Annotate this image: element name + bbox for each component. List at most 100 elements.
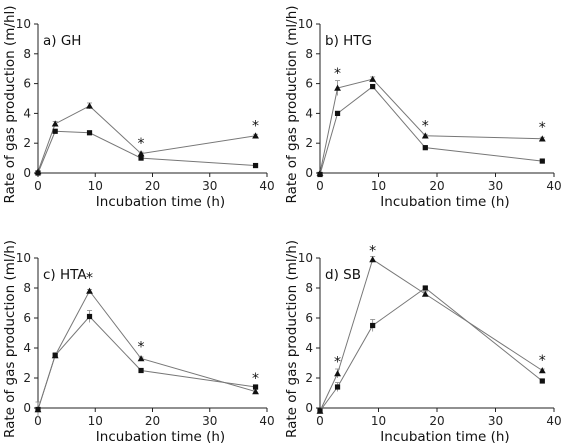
y-axis-title: Rate of gas production (ml/h) bbox=[2, 240, 18, 438]
x-tick-label: 30 bbox=[202, 414, 217, 428]
significance-asterisk: * bbox=[539, 120, 546, 136]
y-tick-label: 4 bbox=[23, 106, 31, 120]
data-point-square bbox=[334, 384, 341, 390]
data-point-triangle bbox=[137, 150, 145, 157]
data-point-square bbox=[334, 110, 341, 116]
data-point-square bbox=[539, 158, 545, 164]
chart-panel-4: 0 2 4 6 8 10 0 10 20 30 40 Incubation time (h) Rate … bbox=[284, 240, 562, 445]
data-point-square bbox=[138, 367, 144, 374]
data-point-square bbox=[138, 155, 144, 161]
panel-label: c) HTA bbox=[43, 267, 87, 283]
x-axis-title: Incubation time (h) bbox=[380, 429, 509, 445]
y-tick-label: 0 bbox=[23, 166, 31, 180]
x-tick-label: 10 bbox=[371, 179, 386, 193]
x-tick-label: 20 bbox=[429, 179, 444, 193]
y-tick-label: 6 bbox=[23, 311, 31, 325]
data-point-square bbox=[370, 322, 376, 329]
y-tick-label: 10 bbox=[16, 17, 31, 31]
y-tick-label: 8 bbox=[305, 281, 313, 295]
y-tick-label: 6 bbox=[305, 311, 313, 325]
x-axis-title: Incubation time (h) bbox=[380, 194, 509, 210]
y-tick-label: 6 bbox=[23, 77, 31, 91]
series-line-square bbox=[319, 85, 543, 175]
y-tick-label: 2 bbox=[23, 371, 31, 385]
panel-label: a) GH bbox=[43, 33, 81, 49]
y-tick-label: 8 bbox=[23, 47, 31, 61]
x-axis-title: Incubation time (h) bbox=[96, 429, 225, 445]
data-point-triangle bbox=[421, 290, 429, 297]
y-axis-title: Rate of gas production (ml/h) bbox=[284, 240, 300, 438]
data-point-triangle bbox=[421, 132, 429, 139]
y-tick-label: 4 bbox=[23, 341, 31, 355]
x-axis-title: Incubation time (h) bbox=[96, 194, 225, 210]
x-tick-label: 40 bbox=[546, 414, 561, 428]
y-tick-label: 6 bbox=[305, 77, 313, 91]
significance-asterisk: * bbox=[422, 118, 429, 134]
significance-asterisk: * bbox=[369, 244, 376, 260]
x-tick-label: 30 bbox=[488, 179, 503, 193]
x-tick-label: 0 bbox=[34, 414, 42, 428]
x-tick-label: 0 bbox=[316, 179, 324, 193]
x-tick-label: 0 bbox=[316, 414, 324, 428]
y-tick-label: 2 bbox=[23, 136, 31, 150]
y-tick-label: 4 bbox=[305, 106, 313, 120]
x-tick-label: 20 bbox=[429, 414, 444, 428]
data-point-triangle bbox=[86, 287, 93, 294]
chart-panel-2: 0 2 4 6 8 10 0 10 20 30 40 Incubation time (h) Rate … bbox=[284, 5, 562, 210]
data-point-square bbox=[86, 313, 93, 320]
series-line-triangle bbox=[319, 78, 543, 174]
x-tick-label: 10 bbox=[371, 414, 386, 428]
data-point-square bbox=[52, 128, 58, 134]
data-point-square bbox=[35, 170, 41, 176]
significance-asterisk: * bbox=[252, 371, 259, 387]
data-point-square bbox=[539, 378, 545, 384]
x-tick-label: 30 bbox=[202, 179, 217, 193]
significance-asterisk: * bbox=[334, 355, 341, 371]
data-point-square bbox=[370, 83, 376, 90]
data-point-triangle bbox=[252, 132, 259, 139]
y-tick-label: 0 bbox=[305, 401, 313, 415]
y-tick-label: 10 bbox=[298, 17, 313, 31]
data-point-triangle bbox=[86, 102, 93, 109]
significance-asterisk: * bbox=[539, 353, 546, 369]
chart-panel-3: 0 2 4 6 8 10 0 10 20 30 40 Incubation time (h) Rate … bbox=[2, 240, 275, 445]
panel-label: b) HTG bbox=[325, 33, 372, 49]
data-point-square bbox=[252, 384, 259, 390]
y-axis-title: Rate of gas production (ml/h) bbox=[284, 5, 300, 203]
x-tick-label: 10 bbox=[88, 414, 103, 428]
x-tick-label: 40 bbox=[259, 414, 274, 428]
data-point-triangle bbox=[538, 367, 546, 374]
series-line-square bbox=[37, 315, 256, 410]
series-line-triangle bbox=[37, 290, 256, 410]
y-axis-title: Rate of gas production (m/hl) bbox=[2, 5, 18, 203]
y-tick-label: 0 bbox=[305, 166, 313, 180]
series-line-square bbox=[37, 130, 256, 174]
chart-panel-1: 0 2 4 6 8 10 0 10 20 30 40 Incubation time (h) Rate … bbox=[2, 5, 275, 210]
series-line-square bbox=[319, 287, 543, 412]
y-tick-label: 8 bbox=[23, 281, 31, 295]
series-line-triangle bbox=[37, 105, 256, 172]
data-point-square bbox=[35, 406, 41, 413]
data-point-triangle bbox=[369, 75, 377, 82]
significance-asterisk: * bbox=[252, 118, 259, 134]
x-tick-label: 40 bbox=[546, 179, 561, 193]
data-point-square bbox=[317, 408, 323, 414]
panel-label: d) SB bbox=[325, 267, 361, 283]
x-tick-label: 30 bbox=[488, 414, 503, 428]
x-tick-label: 10 bbox=[88, 179, 103, 193]
data-point-square bbox=[422, 145, 428, 151]
data-point-triangle bbox=[137, 355, 145, 362]
x-tick-label: 0 bbox=[34, 179, 42, 193]
y-tick-label: 8 bbox=[305, 47, 313, 61]
data-point-square bbox=[317, 171, 323, 178]
data-point-triangle bbox=[334, 370, 341, 377]
significance-asterisk: * bbox=[86, 271, 93, 287]
significance-asterisk: * bbox=[334, 66, 341, 82]
y-tick-label: 0 bbox=[23, 401, 31, 415]
y-tick-label: 10 bbox=[298, 251, 313, 265]
y-tick-label: 10 bbox=[16, 251, 31, 265]
data-point-triangle bbox=[369, 256, 377, 263]
significance-asterisk: * bbox=[138, 136, 145, 152]
x-tick-label: 20 bbox=[145, 179, 160, 193]
